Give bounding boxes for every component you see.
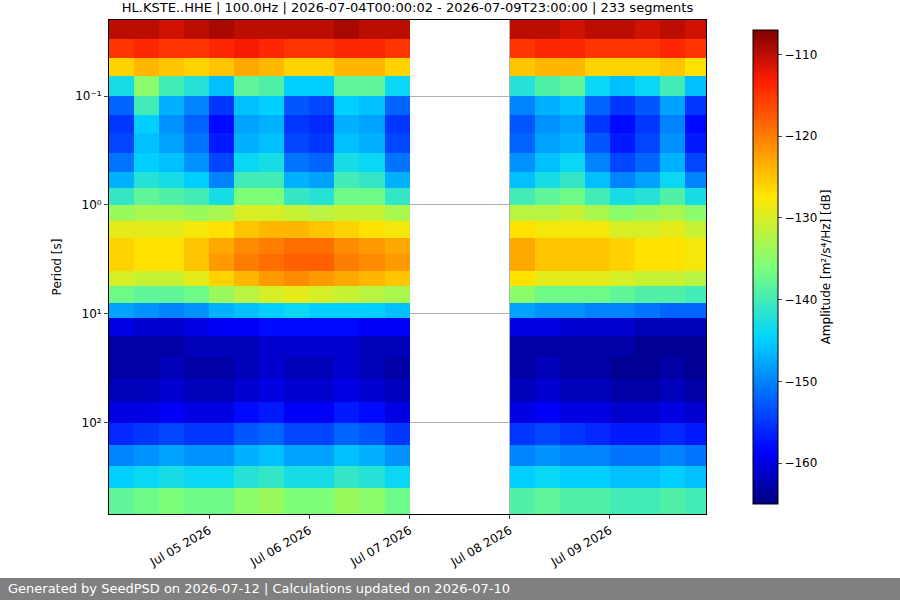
svg-text:Jul 09 2026: Jul 09 2026 bbox=[548, 523, 615, 570]
svg-text:−140: −140 bbox=[784, 293, 817, 307]
html-text:Generated by SeedPSD on 2026-0: Generated by SeedPSD on 2026-07-12 | Cal… bbox=[8, 581, 510, 596]
svg-text:Jul 08 2026: Jul 08 2026 bbox=[448, 523, 515, 570]
svg-text:Jul 05 2026: Jul 05 2026 bbox=[147, 523, 214, 570]
svg-text:−110: −110 bbox=[784, 48, 817, 62]
svg-text:10²: 10² bbox=[82, 416, 102, 430]
svg-text:Period [s]: Period [s] bbox=[50, 239, 64, 296]
svg-text:10⁰: 10⁰ bbox=[82, 198, 102, 212]
svg-text:−160: −160 bbox=[784, 456, 817, 470]
svg-text:10⁻¹: 10⁻¹ bbox=[75, 89, 102, 103]
svg-text:−120: −120 bbox=[784, 129, 817, 143]
svg-text:Amplitude [m²/s⁴/Hz] [dB]: Amplitude [m²/s⁴/Hz] [dB] bbox=[819, 190, 833, 345]
svg-text:10¹: 10¹ bbox=[82, 307, 102, 321]
svg-text:Jul 07 2026: Jul 07 2026 bbox=[347, 523, 414, 570]
svg-text:Jul 06 2026: Jul 06 2026 bbox=[247, 523, 314, 570]
svg-text:HL.KSTE..HHE | 100.0Hz | 2026-: HL.KSTE..HHE | 100.0Hz | 2026-07-04T00:0… bbox=[122, 0, 694, 15]
svg-text:−130: −130 bbox=[784, 211, 817, 225]
svg-text:−150: −150 bbox=[784, 375, 817, 389]
